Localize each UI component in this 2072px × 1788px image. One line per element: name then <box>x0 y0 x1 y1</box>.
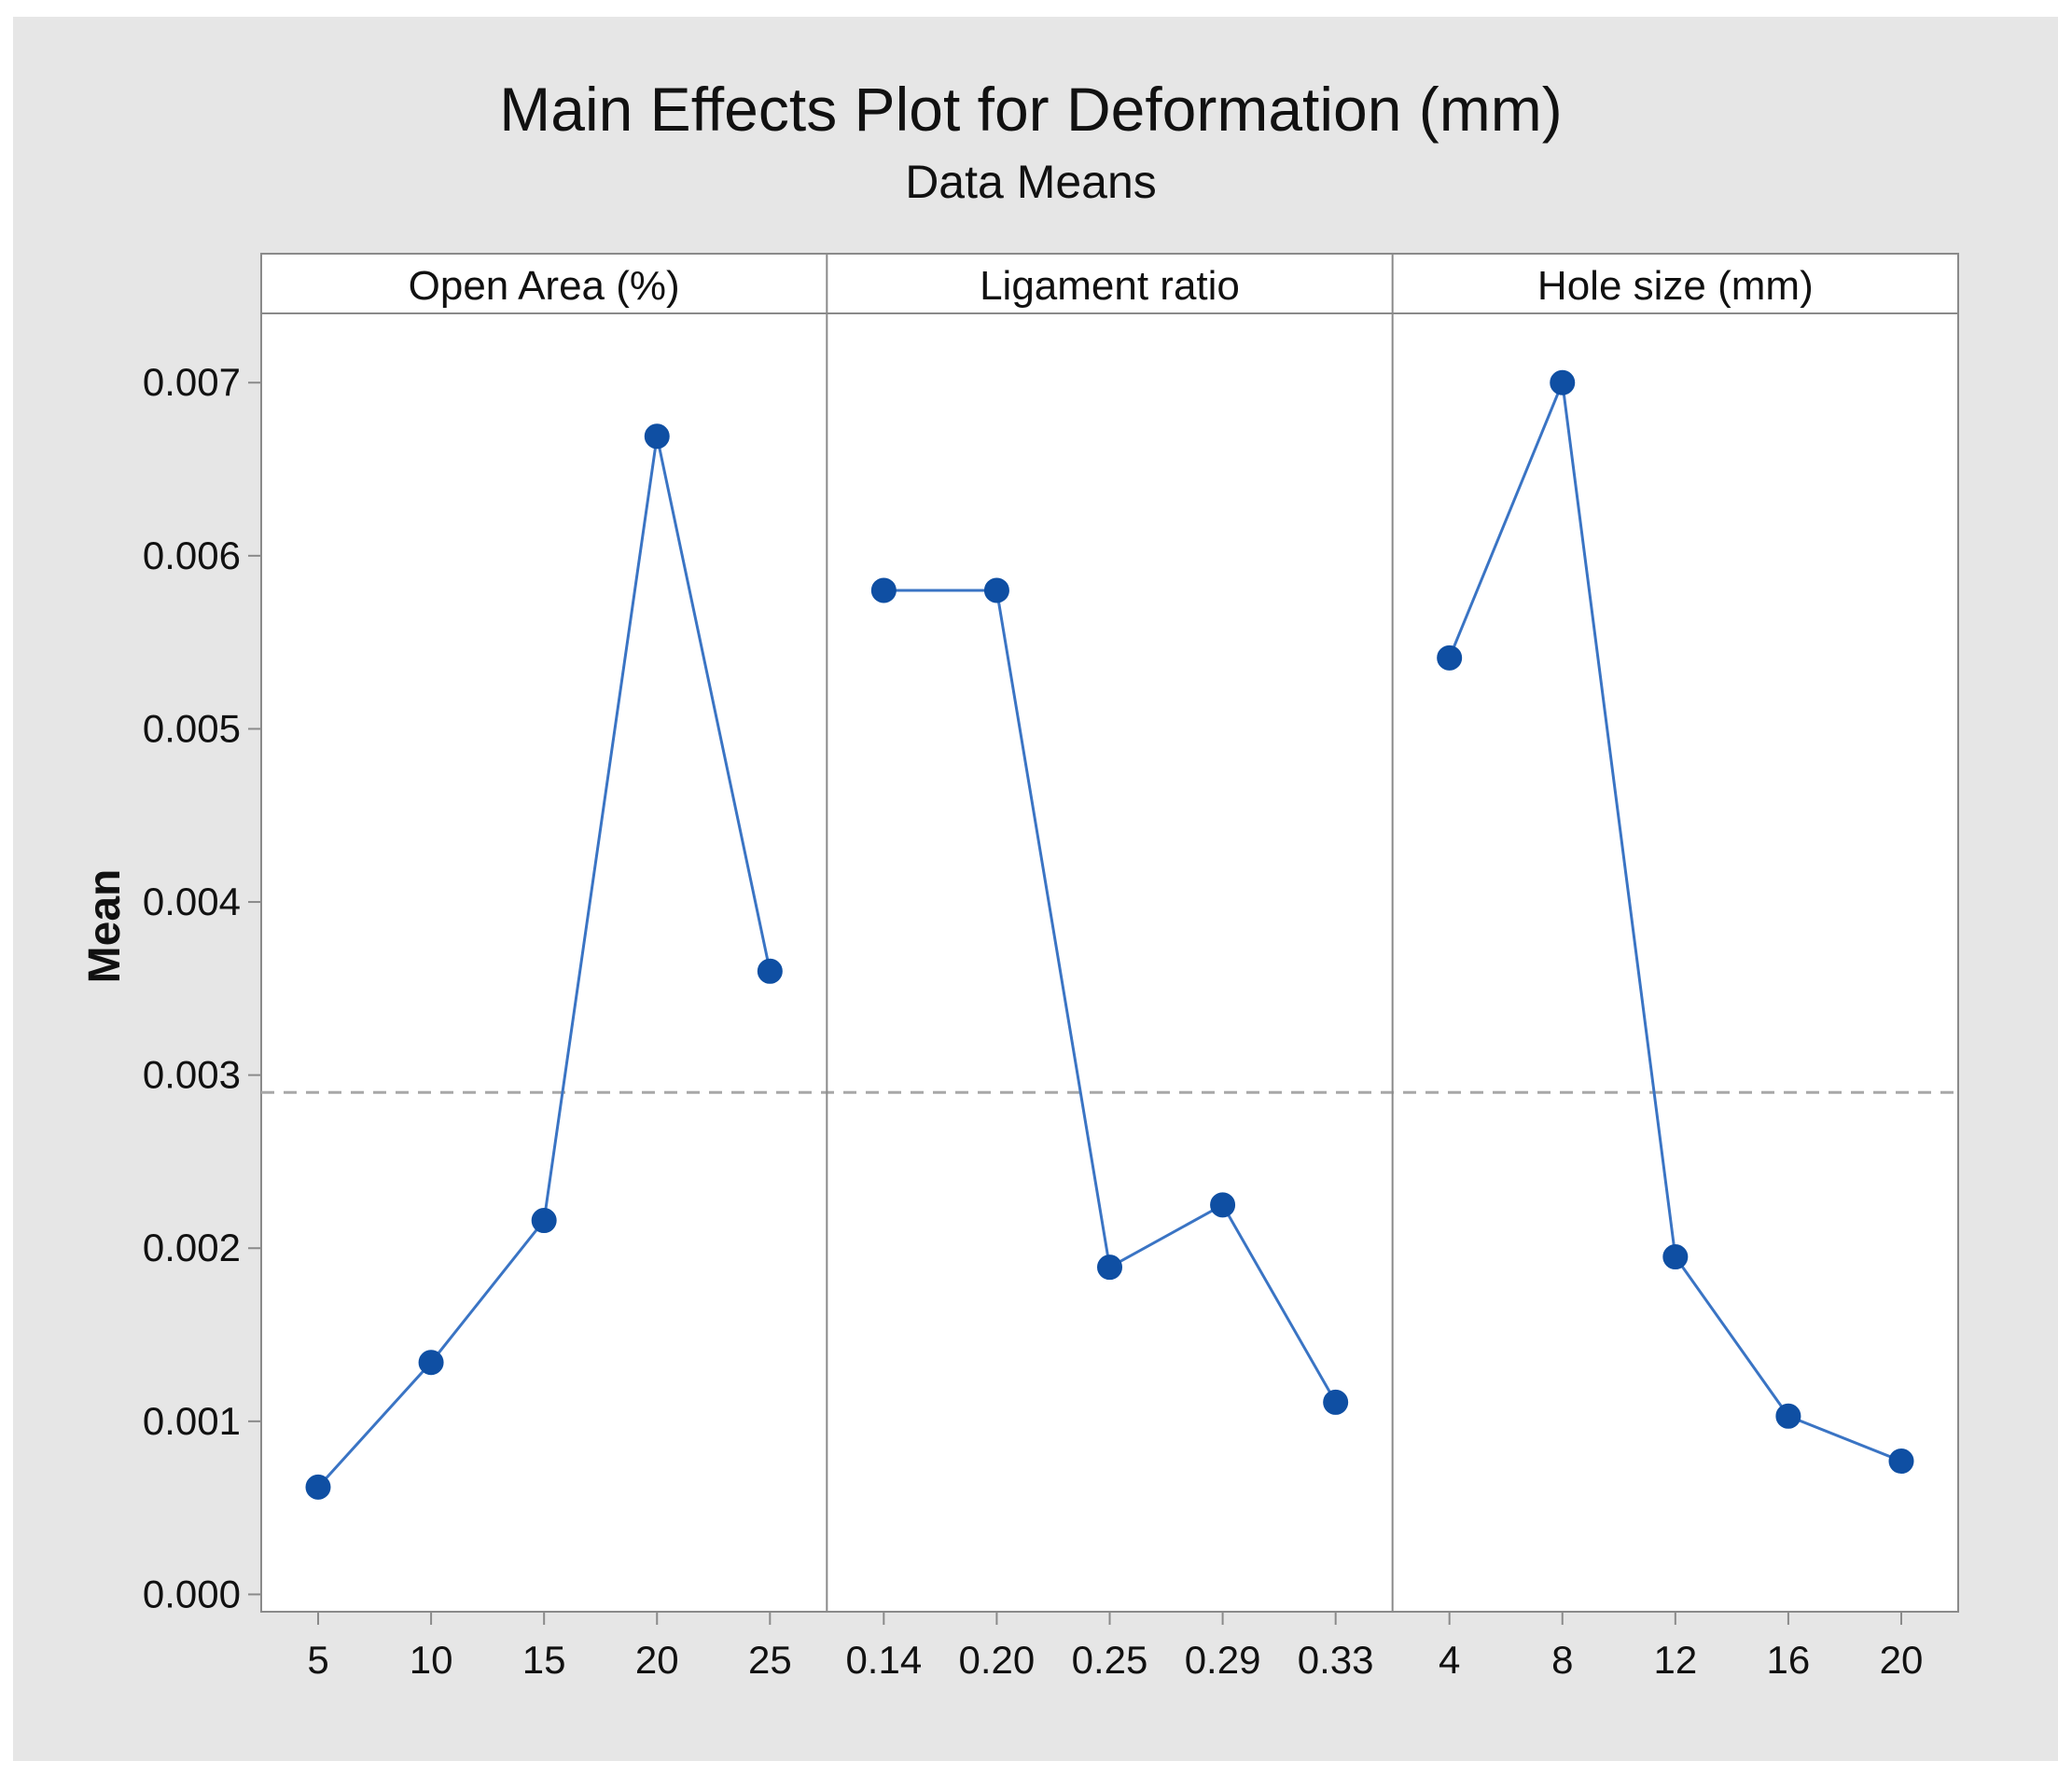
data-point <box>1775 1403 1801 1429</box>
x-tick-label: 5 <box>307 1638 328 1682</box>
data-point <box>1210 1192 1236 1218</box>
plot-area: 0.000 0.001 0.002 0.003 0.004 0.005 0.006 0.007… <box>143 253 1959 1682</box>
data-point <box>1097 1254 1122 1281</box>
x-tick-label: 12 <box>1653 1638 1697 1682</box>
data-point <box>1662 1244 1689 1270</box>
data-point <box>757 958 783 984</box>
y-tick-label: 0.002 <box>143 1226 241 1269</box>
y-tick-label: 0.000 <box>143 1572 241 1615</box>
data-point <box>983 577 1009 603</box>
y-tick-label: 0.006 <box>143 534 241 577</box>
y-tick-label: 0.005 <box>143 706 241 750</box>
x-tick-label: 20 <box>1880 1638 1924 1682</box>
y-tick-label: 0.001 <box>143 1399 241 1443</box>
data-point <box>305 1474 331 1500</box>
data-point <box>1437 645 1463 671</box>
x-tick-label: 0.14 <box>845 1638 922 1682</box>
plot-background <box>260 253 1959 1613</box>
data-point <box>1323 1389 1349 1415</box>
y-tick-label: 0.004 <box>143 880 241 923</box>
y-tick-label: 0.003 <box>143 1053 241 1097</box>
y-tick-label: 0.007 <box>143 360 241 404</box>
y-axis-label: Mean <box>80 869 130 984</box>
x-tick-label: 8 <box>1551 1638 1573 1682</box>
x-tick-label: 16 <box>1767 1638 1811 1682</box>
chart-title: Main Effects Plot for Deformation (mm) <box>499 75 1562 144</box>
x-tick-label: 0.20 <box>959 1638 1036 1682</box>
data-point <box>1888 1448 1914 1475</box>
panel-label: Hole size (mm) <box>1537 263 1814 309</box>
x-tick-label: 4 <box>1439 1638 1460 1682</box>
data-point <box>418 1350 444 1376</box>
x-tick-label: 20 <box>635 1638 679 1682</box>
x-tick-label: 15 <box>522 1638 566 1682</box>
panel-label: Ligament ratio <box>980 263 1240 309</box>
x-tick-label: 25 <box>748 1638 792 1682</box>
data-point <box>644 423 670 450</box>
data-point <box>1550 369 1576 395</box>
x-tick-label: 10 <box>410 1638 453 1682</box>
data-point <box>531 1208 557 1234</box>
x-tick-label: 0.33 <box>1298 1638 1374 1682</box>
x-tick-label: 0.29 <box>1185 1638 1261 1682</box>
data-point <box>870 577 897 603</box>
chart-subtitle: Data Means <box>905 156 1157 208</box>
panel-label: Open Area (%) <box>409 263 680 309</box>
x-tick-label: 0.25 <box>1072 1638 1148 1682</box>
